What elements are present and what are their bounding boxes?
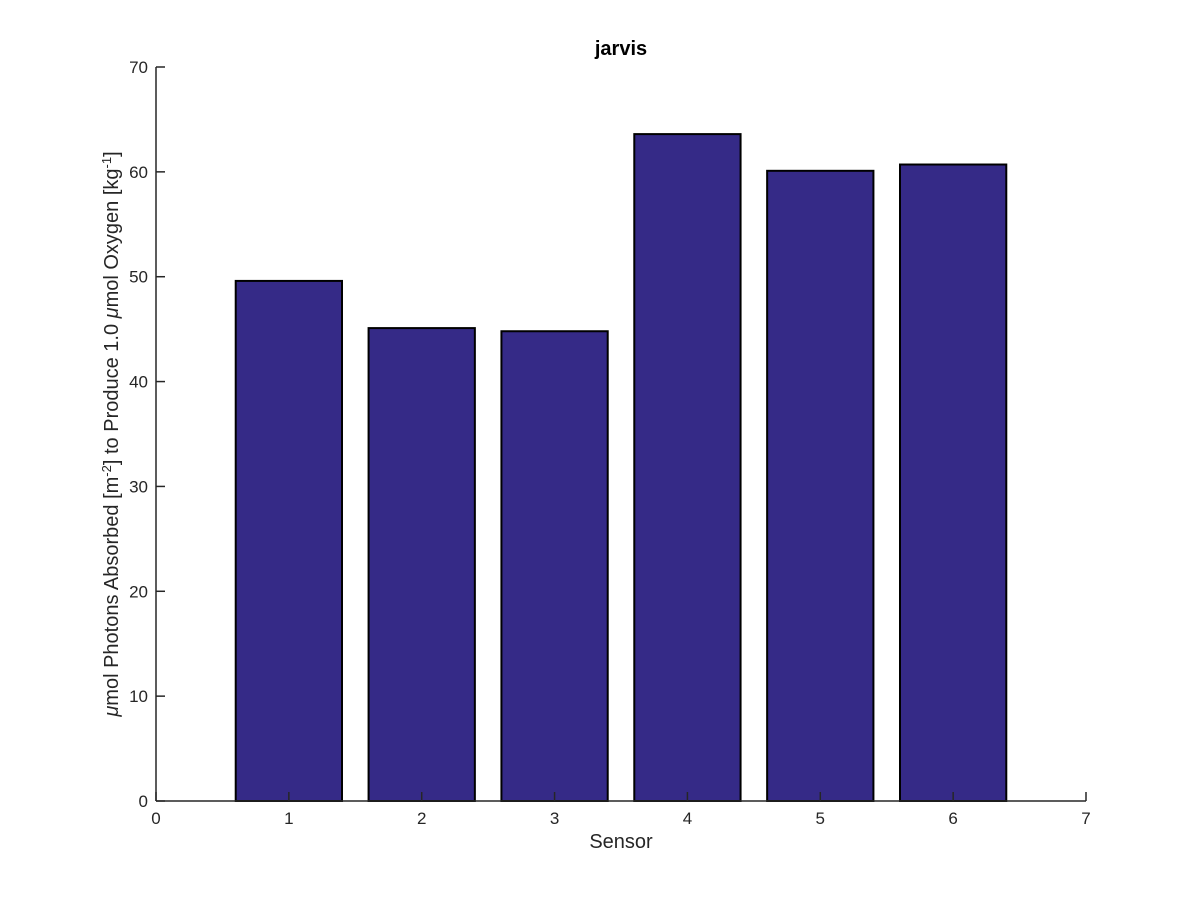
y-axis-title-part-2: ] to Produce 1.0 (101, 318, 123, 465)
y-tick-label: 70 (129, 58, 148, 77)
y-axis-title-mu-2: μ (101, 307, 123, 319)
y-tick-label: 20 (129, 582, 148, 601)
axes-group (155, 67, 1086, 802)
y-axis-title-superscript-2: -1 (99, 157, 114, 169)
y-tick-label: 60 (129, 163, 148, 182)
x-tick-label: 1 (284, 809, 293, 828)
y-ticks-group: 0 10 20 30 40 50 60 70 (129, 58, 165, 811)
x-tick-label: 4 (683, 809, 692, 828)
bar-sensor-4 (633, 133, 742, 802)
bar-sensor-6 (899, 163, 1008, 802)
y-axis-title-part-4: ] (101, 151, 123, 157)
x-tick-label: 0 (151, 809, 160, 828)
y-tick-label: 0 (139, 792, 148, 811)
y-tick-label: 40 (129, 373, 148, 392)
y-tick-label: 10 (129, 687, 148, 706)
x-tick-label: 2 (417, 809, 426, 828)
bar-sensor-2 (367, 327, 476, 802)
bars-group (234, 133, 1008, 802)
y-axis-title-part-1: mol Photons Absorbed [m (101, 477, 123, 706)
x-tick-label: 5 (816, 809, 825, 828)
x-tick-label: 6 (948, 809, 957, 828)
y-tick-label: 50 (129, 268, 148, 287)
x-axis-title: Sensor (589, 831, 653, 853)
bar-sensor-5 (766, 169, 875, 802)
y-axis-title-mu-1: μ (101, 706, 123, 718)
bar-sensor-3 (500, 330, 609, 802)
y-tick-label: 30 (129, 477, 148, 496)
y-axis-title: μmol Photons Absorbed [m-2] to Produce 1… (99, 151, 124, 717)
y-axis-title-superscript-1: -2 (99, 465, 114, 477)
y-axis-title-part-3: mol Oxygen [kg (101, 168, 123, 307)
bar-sensor-1 (234, 279, 343, 802)
chart-title: jarvis (594, 38, 647, 60)
x-ticks-group: 0 1 2 3 4 5 6 7 (151, 792, 1091, 828)
x-tick-label: 7 (1081, 809, 1090, 828)
x-tick-label: 3 (550, 809, 559, 828)
